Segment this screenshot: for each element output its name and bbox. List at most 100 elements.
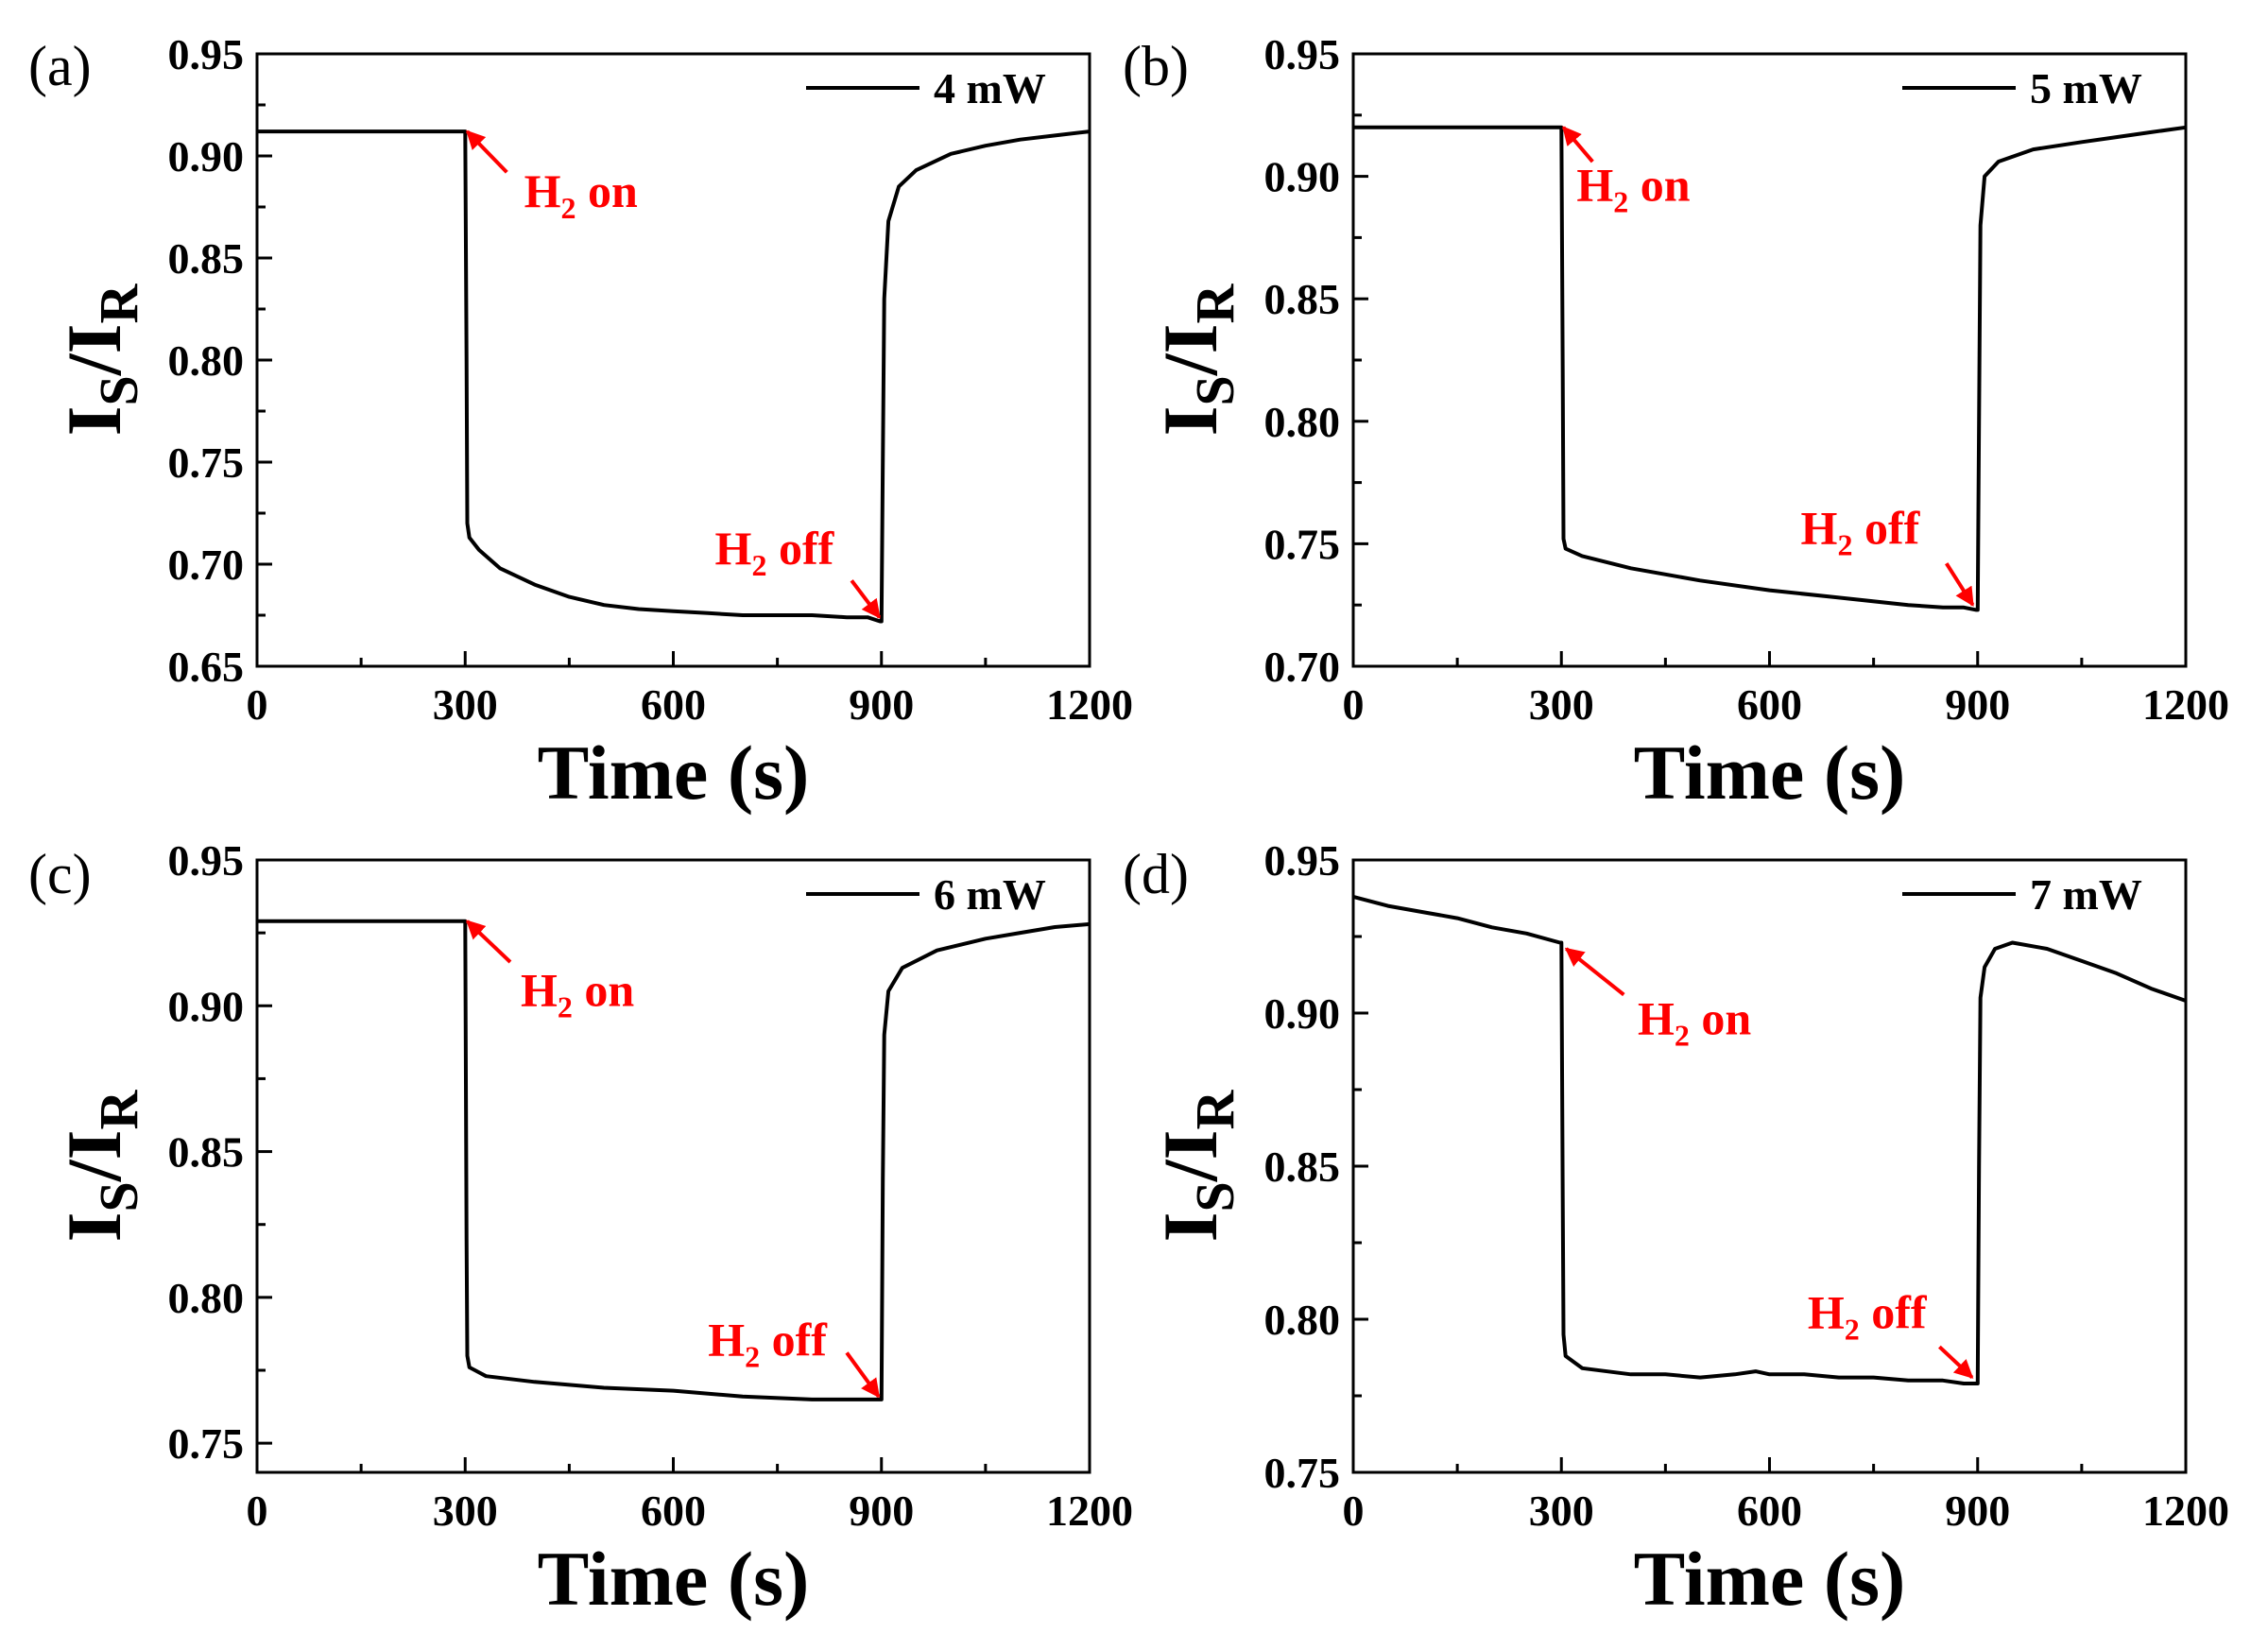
annotation-text: H2 off bbox=[1801, 501, 1921, 561]
annotation-main: H bbox=[521, 963, 558, 1016]
series-line bbox=[1352, 894, 2187, 1385]
annotation-text: H2 on bbox=[1576, 159, 1690, 219]
x-axis-title: Time (s) bbox=[538, 730, 810, 816]
annotation-main: H bbox=[524, 164, 561, 217]
x-tick-label: 600 bbox=[1737, 1487, 1802, 1535]
y-axis-title-subscript: R bbox=[88, 284, 149, 324]
x-tick-label: 900 bbox=[849, 680, 914, 729]
y-axis-title-subscript: R bbox=[1184, 284, 1246, 324]
x-tick-label: 0 bbox=[1343, 680, 1365, 729]
x-axis-title: Time (s) bbox=[1634, 730, 1906, 816]
y-tick-label: 0.70 bbox=[168, 541, 245, 589]
y-tick-label: 0.90 bbox=[1264, 989, 1341, 1038]
y-axis-title-part: /I bbox=[51, 324, 137, 377]
y-axis-title-part: /I bbox=[51, 1130, 137, 1183]
y-tick-label: 0.80 bbox=[168, 336, 245, 385]
panel-label: (c) bbox=[28, 843, 92, 905]
x-tick-label: 0 bbox=[247, 1487, 268, 1535]
x-tick-label: 1200 bbox=[2142, 1487, 2229, 1535]
x-tick-label: 1200 bbox=[1046, 680, 1133, 729]
legend-label: 7 mW bbox=[2030, 870, 2142, 919]
annotation-subscript: 2 bbox=[1837, 527, 1852, 561]
x-axis-title: Time (s) bbox=[1634, 1536, 1906, 1622]
y-tick-label: 0.85 bbox=[168, 1128, 245, 1177]
panel-label: (b) bbox=[1123, 35, 1189, 97]
annotation-arrow bbox=[850, 579, 882, 619]
annotation-arrow bbox=[466, 129, 508, 174]
y-axis-title-part: I bbox=[1147, 405, 1233, 436]
y-axis-title-subscript: S bbox=[88, 1181, 149, 1212]
x-tick-label: 300 bbox=[1529, 1487, 1594, 1535]
annotation-subscript: 2 bbox=[561, 191, 576, 225]
y-axis-title-part: /I bbox=[1147, 324, 1233, 377]
y-tick-label: 0.85 bbox=[168, 234, 245, 283]
annotation-rest: off bbox=[760, 1314, 828, 1367]
annotation-text: H2 on bbox=[524, 164, 638, 225]
x-tick-label: 0 bbox=[1343, 1487, 1365, 1535]
annotation-main: H bbox=[715, 522, 752, 575]
plot-frame bbox=[255, 858, 1091, 1474]
x-tick-label: 900 bbox=[1945, 680, 2010, 729]
panel-d: 0 300 600 900 1200 0.75 0.80 0.85 0.90 0.95 Time (… bbox=[1123, 836, 2229, 1622]
y-tick-label: 0.75 bbox=[1264, 520, 1341, 568]
y-axis-title: IS/IR bbox=[1147, 1090, 1246, 1243]
annotation-text: H2 off bbox=[1808, 1286, 1928, 1347]
panel-label: (d) bbox=[1123, 843, 1189, 905]
x-tick-label: 0 bbox=[247, 680, 268, 729]
y-axis-title: IS/IR bbox=[51, 284, 149, 437]
annotation-rest: on bbox=[573, 963, 635, 1016]
y-tick-label: 0.95 bbox=[1264, 30, 1341, 78]
y-axis-title-part: I bbox=[1147, 1212, 1233, 1242]
x-tick-label: 1200 bbox=[2142, 680, 2229, 729]
x-tick-label: 300 bbox=[433, 680, 498, 729]
annotation-main: H bbox=[1638, 992, 1675, 1045]
y-tick-label: 0.95 bbox=[168, 30, 245, 78]
x-tick-label: 600 bbox=[641, 680, 706, 729]
y-tick-label: 0.80 bbox=[1264, 1296, 1341, 1344]
y-tick-label: 0.75 bbox=[168, 1419, 245, 1468]
y-tick-label: 0.80 bbox=[1264, 398, 1341, 446]
y-tick-label: 0.95 bbox=[168, 836, 245, 885]
y-axis-title-part: I bbox=[51, 1212, 137, 1242]
y-tick-label: 0.75 bbox=[168, 438, 245, 487]
y-tick-label: 0.75 bbox=[1264, 1449, 1341, 1497]
series-line bbox=[1353, 125, 2187, 612]
annotation-subscript: 2 bbox=[751, 548, 766, 582]
y-tick-label: 0.80 bbox=[168, 1274, 245, 1322]
annotation-subscript: 2 bbox=[558, 989, 573, 1023]
panel-label: (a) bbox=[28, 35, 92, 97]
annotation-subscript: 2 bbox=[1613, 185, 1628, 219]
x-tick-label: 600 bbox=[1737, 680, 1802, 729]
y-tick-label: 0.90 bbox=[1264, 153, 1341, 201]
y-axis-title: IS/IR bbox=[51, 1090, 149, 1243]
annotation-text: H2 off bbox=[708, 1314, 828, 1374]
annotation-arrow bbox=[1938, 1345, 1974, 1380]
panel-b: 0 300 600 900 1200 0.70 0.75 0.80 0.85 0.90 0.95 Ti… bbox=[1123, 30, 2229, 816]
panel-a: 0 300 600 900 1200 0.65 0.70 0.75 0.80 0.85 0.90 0.… bbox=[28, 30, 1133, 816]
annotation-main: H bbox=[1576, 159, 1613, 212]
x-tick-label: 900 bbox=[1945, 1487, 2010, 1535]
plot-frame bbox=[255, 52, 1091, 668]
annotation-rest: off bbox=[1860, 1286, 1928, 1339]
y-tick-label: 0.85 bbox=[1264, 275, 1341, 323]
annotation-main: H bbox=[1808, 1286, 1845, 1339]
x-tick-label: 300 bbox=[1529, 680, 1594, 729]
y-axis-title-subscript: S bbox=[88, 375, 149, 405]
y-axis-title-part: /I bbox=[1147, 1130, 1233, 1183]
y-tick-label: 0.65 bbox=[168, 643, 245, 691]
y-axis-title-subscript: S bbox=[1184, 375, 1246, 405]
series-line bbox=[257, 129, 1091, 624]
annotation-subscript: 2 bbox=[1675, 1019, 1690, 1053]
y-tick-label: 0.90 bbox=[168, 132, 245, 180]
series-line bbox=[257, 919, 1091, 1401]
annotation-subscript: 2 bbox=[745, 1340, 760, 1374]
y-axis-title: IS/IR bbox=[1147, 284, 1246, 437]
annotation-text: H2 on bbox=[521, 963, 634, 1023]
annotation-arrow bbox=[1561, 126, 1594, 163]
y-axis-title-subscript: S bbox=[1184, 1181, 1246, 1212]
x-tick-label: 1200 bbox=[1046, 1487, 1133, 1535]
y-axis-title-subscript: R bbox=[88, 1090, 149, 1130]
x-tick-label: 900 bbox=[849, 1487, 914, 1535]
y-tick-label: 0.90 bbox=[168, 982, 245, 1030]
